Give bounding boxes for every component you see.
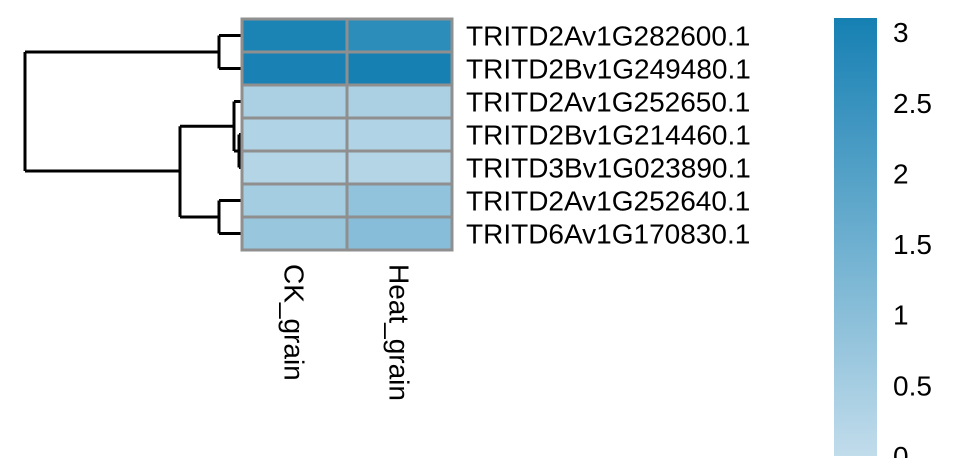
heatmap-cell [345, 116, 454, 153]
heatmap-cells [240, 17, 454, 252]
heatmap-cell [240, 116, 349, 153]
row-label: TRITD6Av1G170830.1 [466, 219, 750, 250]
heatmap-cell [240, 83, 349, 120]
row-label: TRITD2Bv1G214460.1 [466, 120, 751, 151]
heatmap-cell [345, 215, 454, 252]
column-labels: CK_grain Heat_grain [279, 264, 415, 401]
row-label: TRITD2Bv1G249480.1 [466, 54, 751, 85]
legend-tick-label: 1 [893, 300, 909, 331]
heatmap-cell [240, 149, 349, 186]
legend-color-bar [834, 18, 877, 456]
legend-tick-label: 2 [893, 158, 909, 189]
legend-tick-label: 0 [893, 441, 909, 458]
column-label: CK_grain [279, 264, 310, 381]
legend-tick-label: 3 [893, 17, 909, 48]
row-labels: TRITD2Av1G282600.1TRITD2Bv1G249480.1TRIT… [466, 21, 751, 250]
legend-tick-label: 2.5 [893, 88, 932, 119]
row-dendrogram [23, 34, 241, 235]
column-label: Heat_grain [384, 264, 415, 401]
row-label: TRITD2Av1G252650.1 [466, 87, 750, 118]
heatmap-cell [345, 17, 454, 54]
heatmap-cell [345, 83, 454, 120]
row-label: TRITD3Bv1G023890.1 [466, 153, 751, 184]
heatmap-cell [345, 182, 454, 219]
heatmap-cell [240, 17, 349, 54]
heatmap-cell [345, 149, 454, 186]
heatmap-cell [240, 182, 349, 219]
heatmap-cell [345, 50, 454, 87]
row-label: TRITD2Av1G282600.1 [466, 21, 750, 52]
legend-tick-label: 0.5 [893, 370, 932, 401]
heatmap-cell [240, 215, 349, 252]
legend-tick-label: 1.5 [893, 229, 932, 260]
heatmap-cell [240, 50, 349, 87]
row-label: TRITD2Av1G252640.1 [466, 186, 750, 217]
color-legend: 0 0.5 1 1.5 2 2.5 3 [834, 17, 932, 458]
